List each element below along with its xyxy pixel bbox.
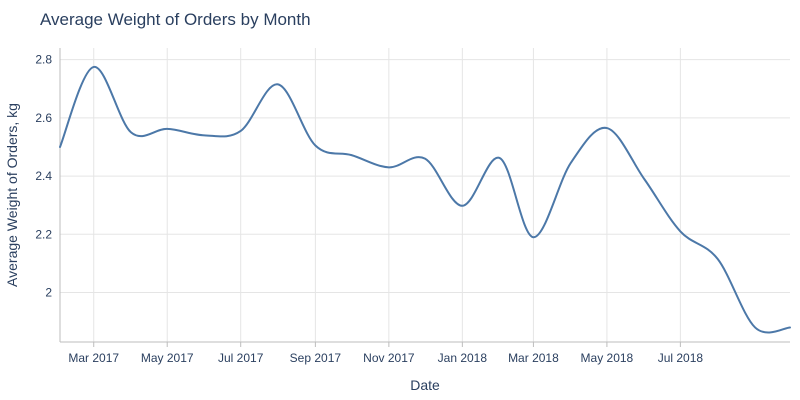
- chart-title: Average Weight of Orders by Month: [40, 10, 311, 29]
- y-tick-label: 2.4: [35, 169, 52, 183]
- y-axis-title: Average Weight of Orders, kg: [4, 103, 20, 287]
- y-tick-label: 2: [45, 286, 52, 300]
- x-axis-title: Date: [410, 377, 440, 393]
- x-tick-label: Jul 2018: [658, 351, 704, 365]
- x-tick-label: May 2018: [581, 351, 634, 365]
- series-line: [59, 65, 791, 334]
- y-tick-label: 2.6: [35, 111, 52, 125]
- y-tick-label: 2.8: [35, 53, 52, 67]
- x-tick-label: Nov 2017: [363, 351, 415, 365]
- y-tick-label: 2.2: [35, 227, 52, 241]
- grid: [60, 48, 790, 342]
- x-tick-label: Mar 2018: [508, 351, 559, 365]
- x-tick-label: Sep 2017: [290, 351, 342, 365]
- x-tick-label: May 2017: [141, 351, 194, 365]
- x-tick-label: Mar 2017: [68, 351, 119, 365]
- x-tick-label: Jan 2018: [438, 351, 488, 365]
- axes: 2 2.2 2.4 2.6 2.8 Mar 2017 May 2017 Jul 2017 Sep…: [35, 48, 790, 365]
- x-tick-label: Jul 2017: [218, 351, 264, 365]
- series-layer: [59, 65, 791, 334]
